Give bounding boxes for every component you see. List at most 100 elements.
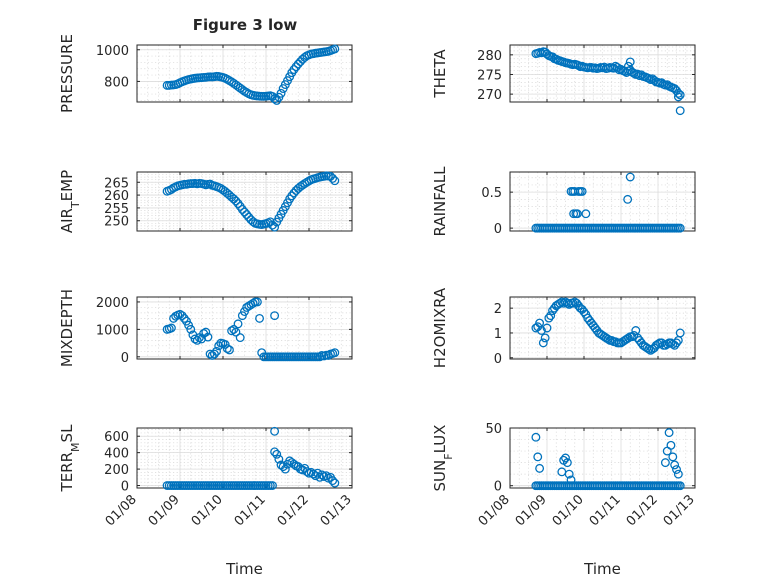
data-point <box>664 428 674 438</box>
data-point <box>242 210 252 220</box>
x-tick-label: 01/09 <box>146 492 183 529</box>
data-point <box>562 458 572 468</box>
data-point <box>240 207 249 217</box>
data-point <box>291 62 301 72</box>
minor-grid <box>137 171 352 232</box>
data-point <box>633 69 643 79</box>
y-tick-label: 0 <box>494 222 502 237</box>
x-tick-label: 01/11 <box>587 492 624 529</box>
subplot-rainfall: 0 0.5 RAINFALL <box>431 166 696 237</box>
data-points <box>531 47 685 116</box>
data-point <box>328 173 338 183</box>
data-point <box>201 327 211 337</box>
data-points <box>162 44 340 105</box>
data-point <box>330 176 340 186</box>
data-point <box>623 61 633 71</box>
data-point <box>311 471 320 481</box>
subplot-theta: 270 275 280 THETA <box>431 44 696 116</box>
data-point <box>231 327 241 337</box>
data-points <box>531 428 685 491</box>
data-point <box>224 345 234 355</box>
data-point <box>544 313 554 323</box>
data-point <box>315 352 325 362</box>
axes-frame <box>136 427 353 489</box>
y-tick-label: 280 <box>477 49 502 64</box>
data-point <box>668 452 678 462</box>
data-point <box>644 344 654 354</box>
tick-marks <box>136 428 353 488</box>
data-point <box>231 196 241 206</box>
data-point <box>561 453 570 463</box>
data-point <box>166 323 176 333</box>
y-tick-label: 275 <box>477 68 502 83</box>
data-point <box>179 313 189 323</box>
x-tick-label: 01/12 <box>624 492 661 529</box>
data-point <box>270 311 280 321</box>
data-points <box>531 172 685 233</box>
data-point <box>276 88 286 98</box>
data-point <box>270 426 280 436</box>
data-point <box>227 326 237 336</box>
data-point <box>568 298 578 308</box>
y-tick-label: 0 <box>121 480 129 495</box>
axes-frame <box>136 171 353 232</box>
data-point <box>177 311 187 321</box>
x-tick-label: 01/12 <box>275 492 312 529</box>
data-point <box>209 349 219 359</box>
y-tick-label: 0 <box>494 480 502 495</box>
x-tick-label: 01/08 <box>476 492 513 529</box>
data-point <box>274 454 284 464</box>
data-point <box>675 90 685 100</box>
y-tick-label: 600 <box>104 430 129 445</box>
minor-grid <box>510 45 695 103</box>
subplot-h2omixra: 0 1 2 H2OMIXRA <box>431 287 696 368</box>
data-point <box>330 348 340 358</box>
x-tick-label: 01/10 <box>550 492 587 529</box>
data-point <box>623 333 633 343</box>
data-point <box>581 209 591 219</box>
data-point <box>270 222 280 232</box>
x-tick-label: 01/13 <box>661 492 698 529</box>
y-axis-label: MIXDEPTH <box>58 289 76 367</box>
axes-frame <box>509 44 696 103</box>
y-tick-label: 260 <box>104 189 129 204</box>
plot-area <box>510 297 695 359</box>
data-point <box>315 472 325 482</box>
y-axis-label: PRESSURE <box>58 34 76 113</box>
axes-frame <box>509 296 696 360</box>
data-point <box>330 478 340 488</box>
data-point <box>546 311 556 321</box>
data-point <box>670 460 680 470</box>
data-point <box>537 48 546 58</box>
subplot-mixdepth: 0 1000 2000 MIXDEPTH <box>58 289 353 367</box>
data-point <box>222 344 232 354</box>
data-point <box>672 338 681 348</box>
data-point <box>229 324 239 334</box>
data-point <box>675 328 685 338</box>
data-point <box>268 481 277 490</box>
y-tick-label: 0.5 <box>481 186 502 201</box>
data-point <box>233 199 243 209</box>
y-axis-label: TERRMSL <box>58 424 82 493</box>
y-tick-label: 2000 <box>96 296 129 311</box>
data-point <box>673 88 683 98</box>
data-point <box>672 465 681 474</box>
y-axis-label: RAINFALL <box>431 166 449 237</box>
axes-frame <box>136 296 353 360</box>
y-tick-label: 1000 <box>96 323 129 338</box>
data-point <box>212 346 221 356</box>
y-axis-label: THETA <box>431 49 449 99</box>
y-axis-label: H2OMIXRA <box>431 287 449 368</box>
data-point <box>675 106 685 116</box>
data-point <box>675 223 685 233</box>
data-point <box>625 57 635 67</box>
data-point <box>248 298 258 308</box>
data-point <box>235 333 245 343</box>
data-point <box>270 447 280 457</box>
y-tick-label: 255 <box>104 202 129 217</box>
y-tick-label: 270 <box>477 88 502 103</box>
y-tick-label: 400 <box>104 447 129 462</box>
x-tick-label: 01/13 <box>318 492 355 529</box>
